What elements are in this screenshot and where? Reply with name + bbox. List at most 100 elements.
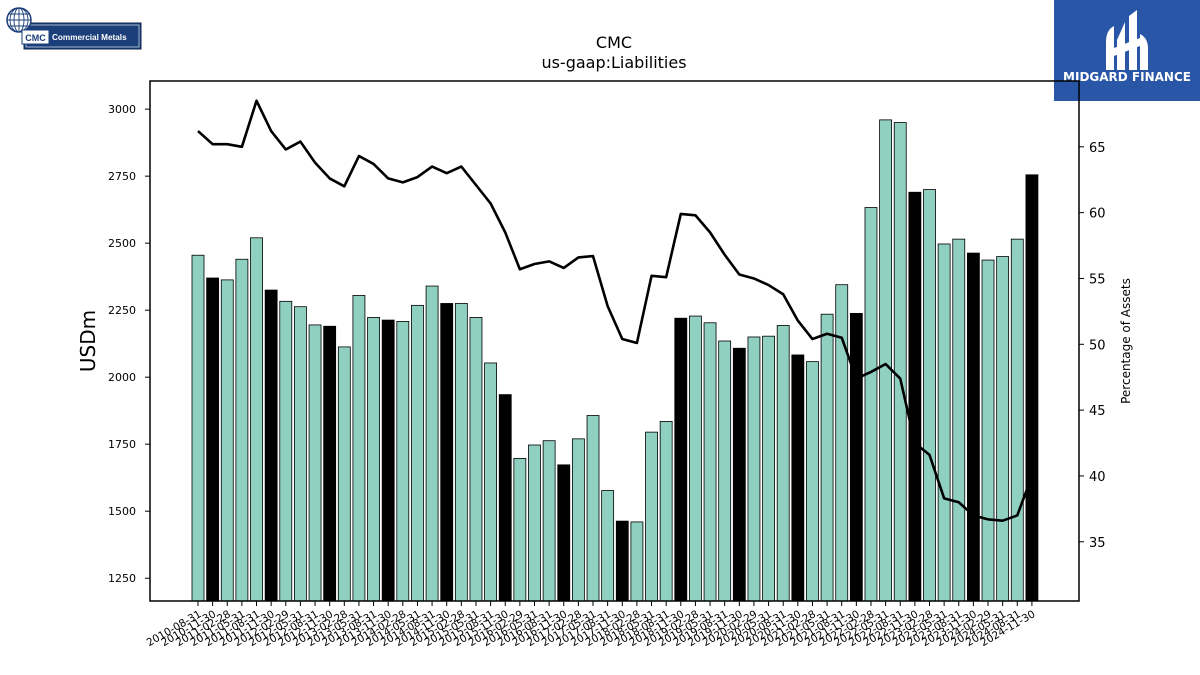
x-tick-label: 2011-11-30: [218, 608, 277, 649]
x-tick-label: 2023-11-30: [920, 608, 979, 649]
bar-2023-11-30: [966, 252, 980, 602]
x-tick-label: 2018-05-31: [598, 608, 657, 649]
x-tick-label: 2019-05-31: [657, 608, 716, 649]
x-tick-label: 2011-08-31: [203, 608, 262, 649]
bar-2016-05-31: [528, 444, 541, 602]
bar-2011-11-30: [264, 289, 278, 602]
x-tick-label: 2020-08-31: [730, 608, 789, 649]
y-tick-label: 1750: [108, 438, 136, 451]
x-tick-label: 2021-08-31: [788, 608, 847, 649]
bar-2019-05-31: [703, 322, 717, 602]
x-tick-label: 2017-08-31: [554, 608, 613, 649]
y2-tick-label: 60: [1089, 207, 1106, 222]
x-tick-label: 2020-02-29: [701, 608, 760, 649]
y-tick-label: 2750: [108, 170, 136, 183]
x-tick-label: 2012-05-31: [247, 608, 306, 649]
x-tick-label: 2013-02-28: [291, 608, 350, 649]
bar-2024-11-30: [1025, 174, 1039, 602]
bar-2023-05-31: [937, 243, 951, 602]
bar-2024-08-31: [1010, 238, 1024, 602]
y-tick-label: 2500: [108, 237, 136, 250]
bar-2018-08-31: [659, 421, 673, 602]
bar-2017-08-31: [601, 490, 615, 602]
bar-2012-05-31: [294, 306, 307, 602]
bar-2022-05-31: [879, 119, 893, 602]
y2-axis-label: Percentage of Assets: [1119, 278, 1133, 404]
x-tick-label: 2013-08-31: [320, 608, 379, 649]
midgard-emblem-icon: [1106, 10, 1148, 70]
bar-2015-05-31: [469, 317, 483, 602]
bar-2017-11-30: [615, 520, 629, 602]
bar-2014-05-31: [411, 304, 424, 602]
bar-2014-02-28: [396, 321, 410, 602]
bar-2022-08-31: [893, 122, 907, 602]
x-tick-label: 2015-08-31: [437, 608, 496, 649]
company-logo: CMC Commercial Metals: [4, 6, 144, 52]
x-tick-label: 2014-02-28: [349, 608, 408, 649]
bar-2014-11-30: [440, 303, 454, 602]
x-tick-label: 2017-02-28: [525, 608, 584, 649]
x-tick-label: 2011-02-28: [174, 608, 233, 649]
bar-2019-08-31: [718, 340, 732, 602]
x-tick-label: 2019-11-30: [686, 608, 745, 649]
x-tick-label: 2024-11-30: [979, 608, 1038, 649]
x-tick-label: 2024-05-31: [949, 608, 1008, 649]
x-tick-label: 2012-02-29: [232, 608, 291, 649]
cmc-logo-tagline: Commercial Metals: [52, 33, 127, 42]
y2-tick-label: 40: [1089, 470, 1106, 485]
y-tick-label: 2250: [108, 304, 136, 317]
x-tick-label: 2011-05-31: [189, 608, 248, 649]
x-axis: 2010-08-312010-11-302011-02-282011-05-31…: [145, 601, 1038, 649]
bar-2024-02-29: [981, 259, 995, 602]
bar-2012-02-29: [279, 300, 293, 602]
x-tick-label: 2023-08-31: [905, 608, 964, 649]
y-axis-right: 35 40 45 50 55 60 65: [1079, 141, 1106, 551]
x-tick-label: 2019-08-31: [671, 608, 730, 649]
x-tick-label: 2016-02-29: [467, 608, 526, 649]
cmc-logo-mark: CMC: [25, 33, 46, 43]
x-tick-label: 2010-08-31: [145, 608, 204, 649]
x-tick-label: 2024-02-29: [935, 608, 994, 649]
bar-2013-05-31: [352, 295, 366, 602]
x-tick-label: 2015-05-31: [423, 608, 482, 649]
bar-series: [191, 119, 1039, 602]
bar-2018-05-31: [645, 431, 658, 602]
bar-2023-02-28: [923, 189, 936, 602]
x-tick-label: 2021-11-30: [803, 608, 862, 649]
bar-2013-08-31: [367, 317, 380, 602]
y2-tick-label: 65: [1089, 141, 1106, 156]
x-tick-label: 2013-05-31: [306, 608, 365, 649]
x-tick-label: 2022-02-28: [818, 608, 877, 649]
bar-2020-02-29: [747, 336, 761, 602]
bar-2021-05-31: [820, 313, 834, 602]
x-tick-label: 2022-08-31: [847, 608, 906, 649]
x-tick-label: 2019-02-28: [642, 608, 701, 649]
x-tick-label: 2016-08-31: [496, 608, 555, 649]
bar-2013-11-30: [381, 319, 395, 602]
x-tick-label: 2022-11-30: [862, 608, 921, 649]
bar-2020-05-31: [762, 335, 775, 602]
x-tick-label: 2013-11-30: [335, 608, 394, 649]
x-tick-label: 2012-08-31: [262, 608, 321, 649]
bar-2010-11-30: [206, 277, 220, 602]
bar-2021-08-31: [835, 284, 849, 602]
x-tick-label: 2014-11-30: [393, 608, 452, 649]
y-tick-label: 1500: [108, 505, 136, 518]
bar-2018-11-30: [674, 317, 688, 602]
bar-2012-11-30: [323, 325, 337, 602]
bar-2022-11-30: [908, 191, 922, 602]
y2-tick-label: 45: [1089, 404, 1106, 419]
y2-tick-label: 55: [1089, 272, 1106, 287]
x-tick-label: 2018-08-31: [613, 608, 672, 649]
x-tick-label: 2012-11-30: [276, 608, 335, 649]
bar-2021-11-30: [849, 312, 863, 602]
bar-2011-02-28: [220, 279, 234, 602]
x-tick-label: 2022-05-31: [832, 608, 891, 649]
x-tick-label: 2015-02-28: [408, 608, 467, 649]
bar-2021-02-28: [806, 361, 819, 602]
line-series: [197, 99, 1034, 523]
y2-tick-label: 50: [1089, 338, 1106, 353]
bar-2012-08-31: [308, 324, 322, 602]
x-tick-label: 2014-05-31: [364, 608, 423, 649]
